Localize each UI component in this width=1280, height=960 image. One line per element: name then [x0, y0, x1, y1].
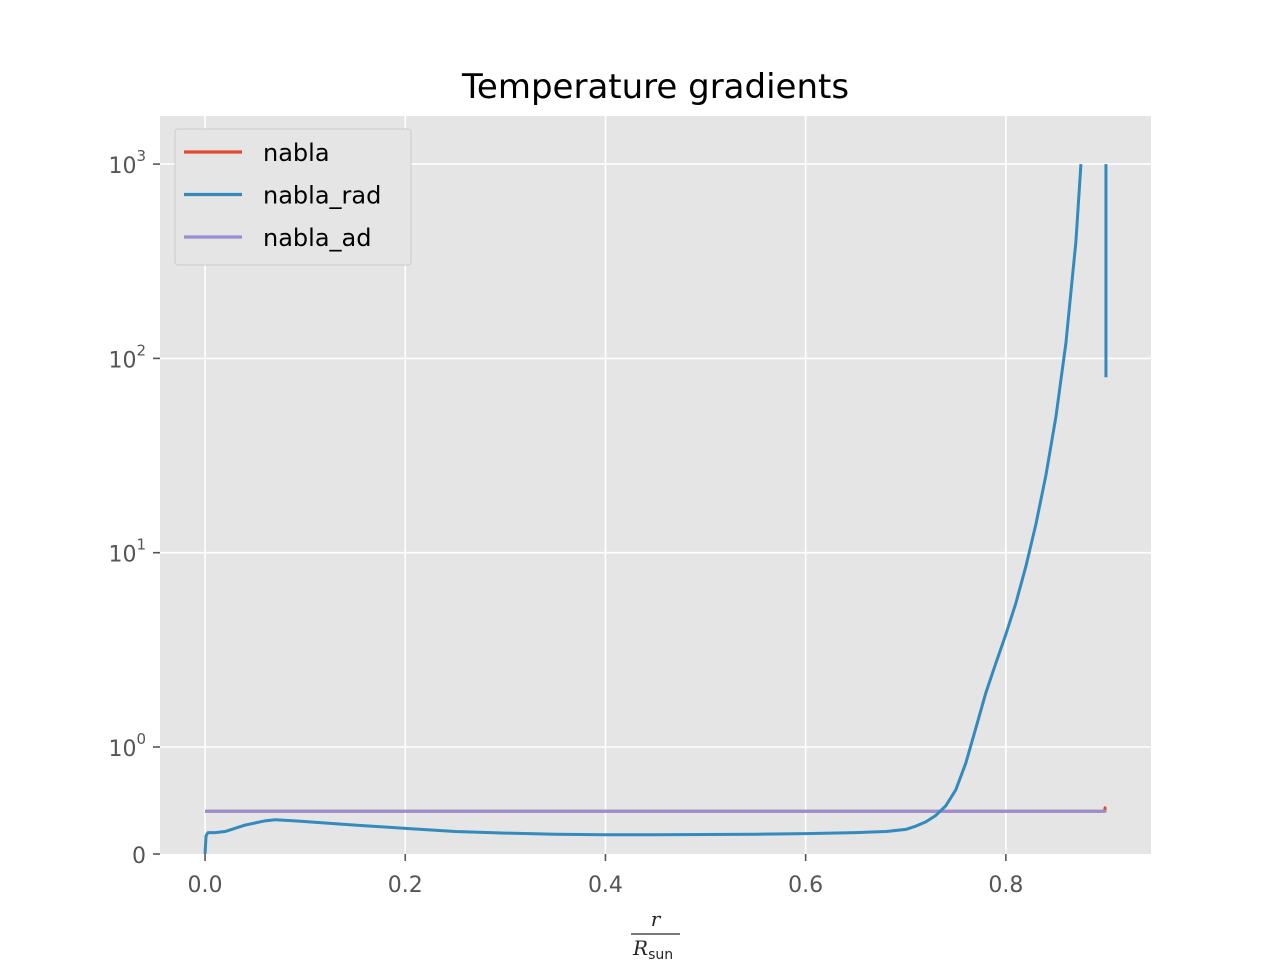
x-axis-ticks: 0.0 0.2 0.4 0.6 0.8 — [188, 854, 1023, 898]
y-tick-label-1: 100 — [108, 730, 146, 762]
legend-items: nabla nabla_rad nabla_ad — [184, 139, 381, 252]
legend: nabla nabla_rad nabla_ad — [174, 128, 412, 266]
x-tick-label-4: 0.8 — [988, 873, 1023, 898]
legend-label-nabla-ad: nabla_ad — [263, 224, 371, 252]
y-tick-label-0: 0 — [132, 844, 146, 869]
y-tick-label-exponent-2: 1 — [136, 536, 146, 554]
legend-label-nabla: nabla — [263, 139, 330, 167]
legend-frame — [174, 128, 412, 266]
chart-title: Temperature gradients — [461, 67, 849, 107]
series-lines — [203, 164, 1108, 854]
y-tick-label-base-1: 10 — [108, 737, 136, 762]
y-tick-label-2: 101 — [108, 536, 146, 568]
y-tick-label-3: 102 — [108, 341, 146, 373]
x-axis-label-denominator: Rsun — [632, 936, 673, 960]
x-axis-label-denominator-base: R — [632, 936, 648, 960]
legend-label-nabla-rad: nabla_rad — [263, 182, 381, 210]
y-tick-label-4: 103 — [108, 147, 146, 179]
x-tick-label-2: 0.4 — [588, 873, 623, 898]
x-tick-label-1: 0.2 — [388, 873, 423, 898]
y-tick-label-exponent-4: 3 — [136, 147, 146, 165]
y-tick-label-exponent-3: 2 — [136, 341, 146, 359]
y-tick-label-base-4: 10 — [108, 154, 136, 179]
x-axis-label: r Rsun — [631, 907, 680, 960]
y-tick-label-base-2: 10 — [108, 543, 136, 568]
x-tick-label-0: 0.0 — [188, 873, 223, 898]
y-tick-label-base-3: 10 — [108, 348, 136, 373]
x-axis-label-numerator: r — [651, 907, 662, 931]
x-axis-label-denominator-subscript: sun — [648, 947, 673, 960]
x-tick-label-3: 0.6 — [788, 873, 823, 898]
series-nabla-rad-line — [203, 164, 1083, 854]
y-tick-label-exponent-1: 0 — [136, 730, 146, 748]
